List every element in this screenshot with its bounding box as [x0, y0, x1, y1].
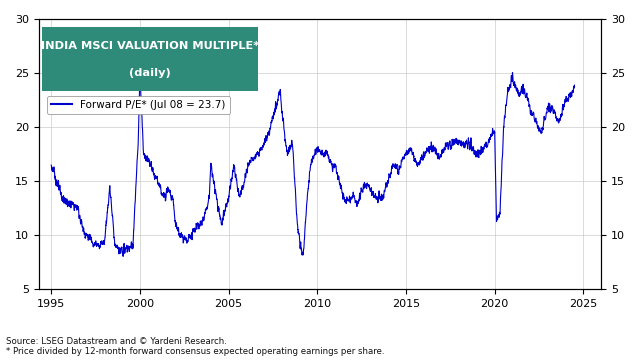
- Text: Source: LSEG Datastream and © Yardeni Research.
* Price divided by 12-month forw: Source: LSEG Datastream and © Yardeni Re…: [6, 337, 385, 356]
- Legend: Forward P/E* (Jul 08 = 23.7): Forward P/E* (Jul 08 = 23.7): [47, 96, 230, 114]
- FancyBboxPatch shape: [42, 27, 258, 91]
- Text: INDIA MSCI VALUATION MULTIPLE*: INDIA MSCI VALUATION MULTIPLE*: [41, 41, 259, 51]
- Text: (daily): (daily): [129, 68, 171, 78]
